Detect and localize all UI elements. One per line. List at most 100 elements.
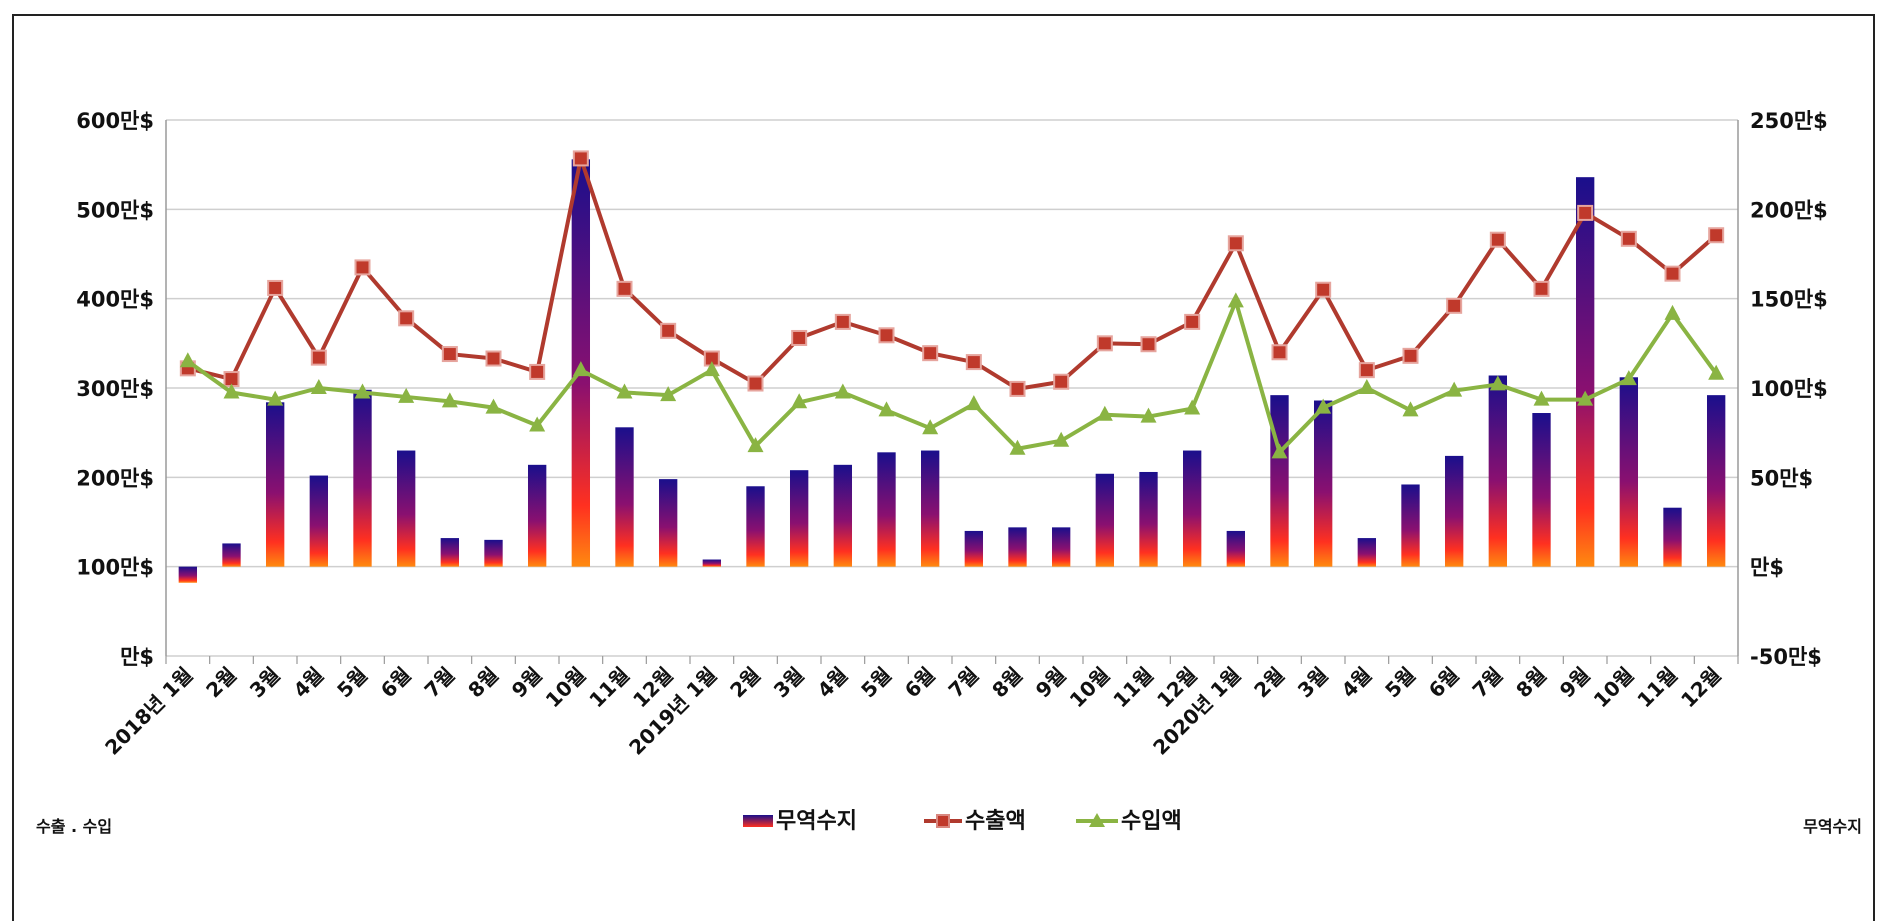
x-tick-label: 10월 [1065,663,1115,713]
x-tick-label: 7월 [420,663,460,703]
x-tick-label: 2월 [1249,663,1289,703]
trade-balance-bar [921,451,939,567]
trade-balance-bar [790,470,808,566]
x-tick-label: 8월 [463,663,503,703]
left-tick-label: 500만$ [76,198,154,222]
left-tick-label: 100만$ [76,556,154,580]
chart-frame: 만$ 100만$ 200만$ 300만$ 400만$ 500만$ 600만$ -50만$ 만$… [12,14,1875,921]
exports-point [792,331,806,345]
x-tick-label: 3월 [1293,663,1333,703]
imports-line [188,301,1716,452]
exports-point [1185,315,1199,329]
legend-item-exports: 수출액 [924,809,1026,834]
exports-point [487,352,501,366]
right-tick-label: 200만$ [1750,198,1828,222]
imports-point [835,383,851,398]
x-tick-label: 4월 [289,663,329,703]
exports-point [1709,228,1723,242]
trade-balance-bar [1358,538,1376,567]
trade-balance-bar [1139,472,1157,567]
exports-point [399,311,413,325]
exports-point [1578,206,1592,220]
exports-point [443,347,457,361]
trade-balance-bar [1052,527,1070,566]
x-tick-label: 12월 [1676,663,1726,713]
x-tick-label: 7월 [1468,663,1508,703]
legend-swatch-trade-balance [743,815,773,827]
exports-point [268,281,282,295]
x-tick-label: 10월 [1589,663,1639,713]
x-tick-label: 6월 [376,663,416,703]
trade-balance-bar [1270,395,1288,567]
left-tick-label: 300만$ [76,377,154,401]
trade-balance-bar [1401,484,1419,566]
trade-balance-bar [746,486,764,566]
exports-point [618,282,632,296]
exports-line [188,158,1716,388]
x-tick-label: 3월 [769,663,809,703]
right-tick-label: 50만$ [1750,466,1813,490]
x-tick-label: 8월 [987,663,1027,703]
legend-label-trade-balance: 무역수지 [776,809,857,834]
x-tick-label: 6월 [1424,663,1464,703]
right-axis-title: 무역수지 [1803,817,1862,836]
trade-balance-bar [1227,531,1245,567]
trade-balance-bar [615,427,633,566]
x-tick-label: 11월 [1632,663,1682,713]
trade-balance-bar [1532,413,1550,567]
exports-point [836,315,850,329]
exports-point [1229,236,1243,250]
right-tick-label: 250만$ [1750,109,1828,133]
exports-point [574,151,588,165]
x-tick-label: 11월 [1108,663,1158,713]
imports-point [1228,292,1244,307]
trade-balance-bar [965,531,983,567]
imports-point [1184,400,1200,415]
trade-balance-bar [353,390,371,567]
x-tick-label: 7월 [944,663,984,703]
imports-point [1665,305,1681,320]
left-tick-label: 200만$ [76,466,154,490]
exports-point [967,355,981,369]
trade-balance-bar [441,538,459,567]
right-tick-label: -50만$ [1750,645,1822,669]
exports-point [530,365,544,379]
exports-point [1622,232,1636,246]
trade-balance-bar [659,479,677,567]
exports-point [880,328,894,342]
trade-balance-bar [1096,474,1114,567]
exports-point [1491,233,1505,247]
imports-point [1359,379,1375,394]
trade-balance-bars [179,159,1726,582]
legend-marker-exports [937,815,949,827]
exports-point [1360,363,1374,377]
trade-balance-bar [222,543,240,566]
legend-label-imports: 수입액 [1121,809,1182,834]
exports-point [356,260,370,274]
x-tick-label: 10월 [541,663,591,713]
trade-balance-bar [1576,177,1594,566]
left-tick-label: 600만$ [76,109,154,133]
exports-point [923,346,937,360]
exports-point [1011,382,1025,396]
imports-point [966,395,982,410]
trade-balance-bar [1489,375,1507,566]
x-tick-label: 4월 [1337,663,1377,703]
trade-balance-bar [703,560,721,567]
trade-balance-bar [397,451,415,567]
trade-balance-bar [1008,527,1026,566]
trade-balance-bar [528,465,546,567]
x-tick-label: 5월 [332,663,372,703]
trade-balance-bar [877,452,895,566]
legend-item-imports: 수입액 [1076,809,1182,834]
exports-point [749,377,763,391]
exports-point [1666,267,1680,281]
exports-point [1273,345,1287,359]
exports-point [1054,375,1068,389]
trade-balance-bar [1183,451,1201,567]
trade-balance-bar [484,540,502,567]
legend: 무역수지 수출액 수입액 [743,809,1182,834]
exports-point [1447,299,1461,313]
x-tick-label: 6월 [900,663,940,703]
exports-point [312,351,326,365]
